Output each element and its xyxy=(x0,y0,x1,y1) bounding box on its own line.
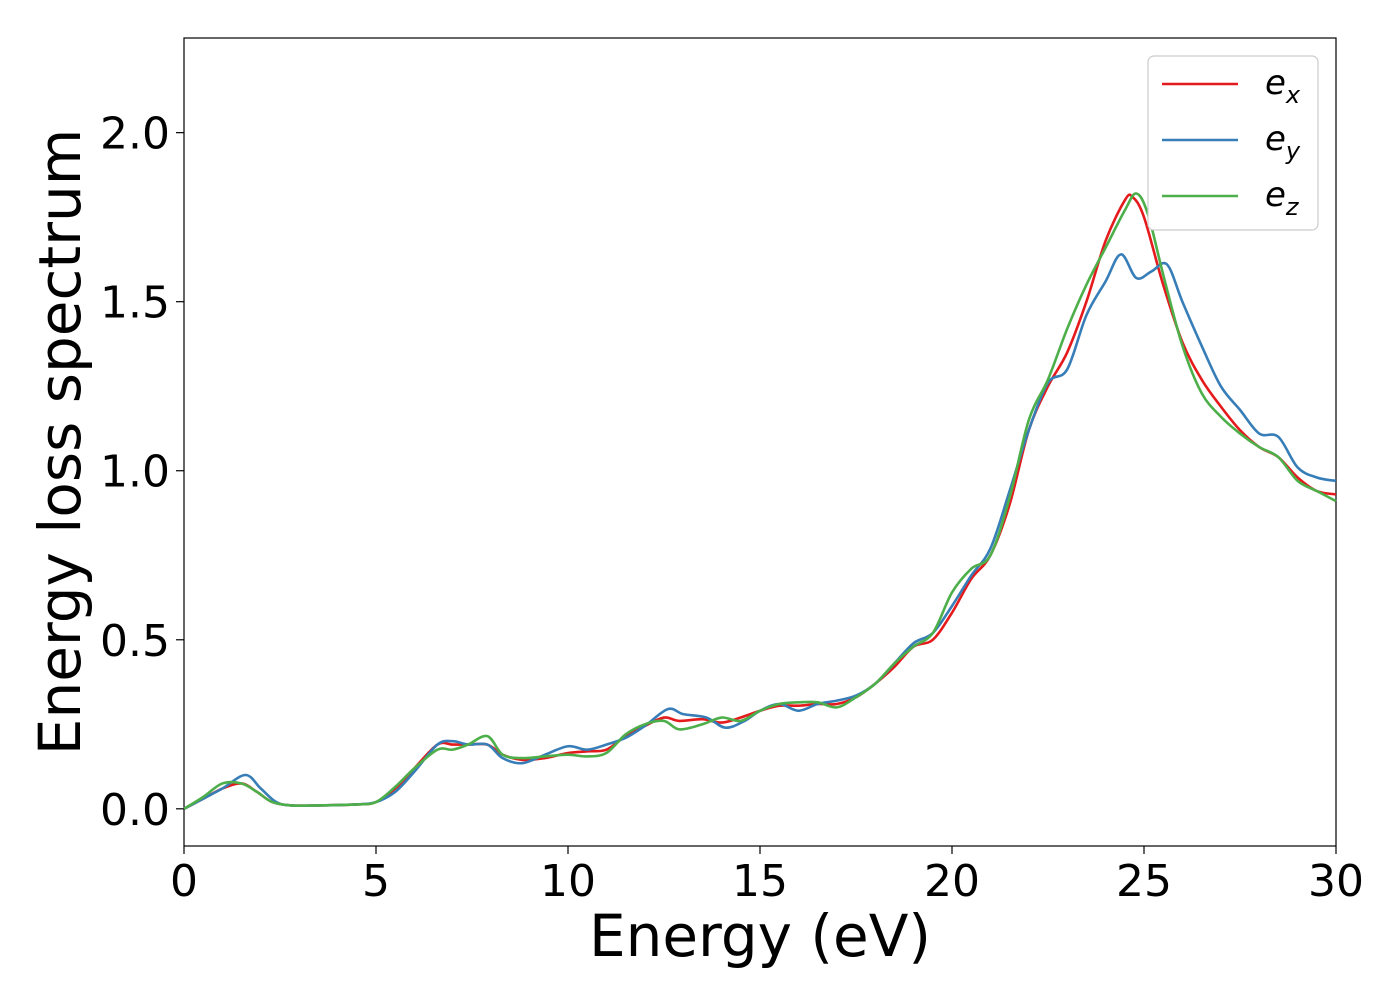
x-tick-label: 0 xyxy=(170,856,198,907)
y-tick-label: 2.0 xyxy=(100,109,170,160)
legend-label-base: e xyxy=(1265,119,1286,159)
x-tick-label: 10 xyxy=(540,856,596,907)
y-tick-label: 0.5 xyxy=(100,616,170,667)
x-tick-label: 5 xyxy=(362,856,390,907)
y-axis-title: Energy loss spectrum xyxy=(26,129,94,755)
legend-label-base: e xyxy=(1265,175,1286,215)
x-tick-label: 15 xyxy=(732,856,788,907)
y-tick-label: 0.0 xyxy=(100,785,170,836)
legend-label-ex: ex xyxy=(1265,63,1301,109)
x-tick-label: 20 xyxy=(924,856,980,907)
x-tick-label: 30 xyxy=(1308,856,1364,907)
legend-label-ey: ey xyxy=(1265,119,1301,165)
x-axis-title: Energy (eV) xyxy=(589,902,931,970)
y-tick-label: 1.5 xyxy=(100,278,170,329)
legend-box xyxy=(1147,55,1319,231)
legend-label-ez: ez xyxy=(1265,175,1300,221)
y-tick-label: 1.0 xyxy=(100,447,170,498)
legend-label-subscript: x xyxy=(1285,81,1301,109)
legend-label-subscript: z xyxy=(1285,193,1300,221)
legend-label-subscript: y xyxy=(1285,137,1301,165)
legend-label-base: e xyxy=(1265,63,1286,103)
x-tick-label: 25 xyxy=(1116,856,1172,907)
axis-ticks: 0 5 10 15 20 25 30 0.0 0.5 1.0 1.5 2.0 xyxy=(100,109,1364,907)
